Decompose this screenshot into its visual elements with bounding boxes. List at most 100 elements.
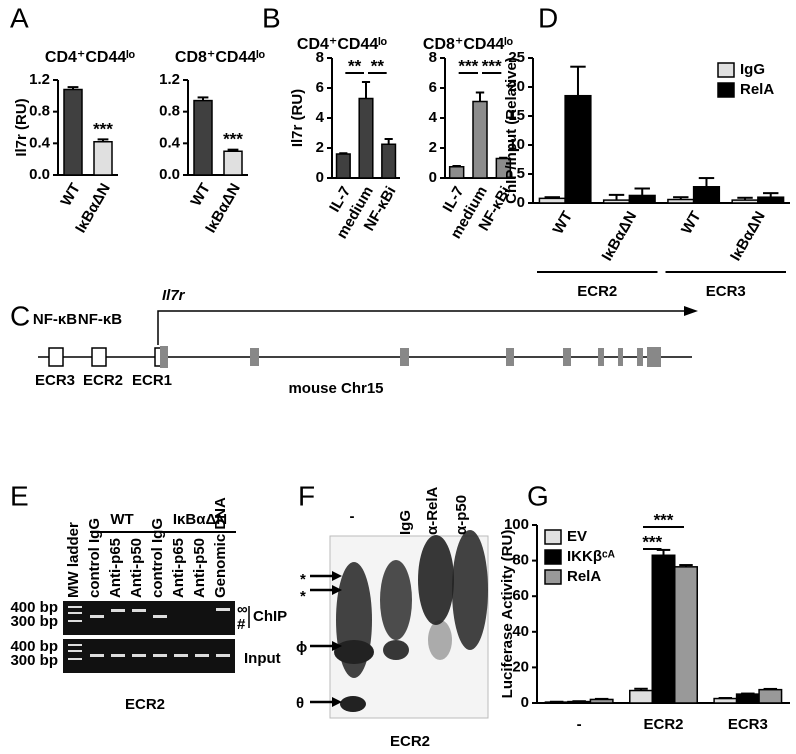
lane-label: Anti-p65 xyxy=(107,538,124,598)
error-bar xyxy=(698,177,715,187)
bar xyxy=(757,196,785,204)
error-bar xyxy=(452,165,461,167)
x-tick-label: WT xyxy=(58,180,84,209)
bar xyxy=(358,97,374,179)
legend-label: RelA xyxy=(567,568,601,585)
bar xyxy=(193,99,213,176)
y-tick-label: 2 xyxy=(429,139,437,156)
significance-label: *** xyxy=(458,56,478,75)
error-bar xyxy=(718,697,733,700)
lane-label: IgG xyxy=(397,510,414,535)
bar xyxy=(223,150,243,176)
y-tick-label: 4 xyxy=(316,109,325,126)
chart-title: CD4⁺CD44ˡᵒ xyxy=(297,36,388,53)
bar xyxy=(735,693,760,704)
chart-title: CD8⁺CD44ˡᵒ xyxy=(423,36,514,53)
y-tick-label: 6 xyxy=(429,79,437,96)
chart-title: CD8⁺CD44ˡᵒ xyxy=(175,49,266,66)
y-tick-label: 0.8 xyxy=(159,103,180,120)
panel-label: D xyxy=(538,2,558,33)
legend-swatch xyxy=(544,569,562,585)
region-label: ECR2 xyxy=(125,696,165,713)
significance-label: *** xyxy=(482,56,502,75)
error-bar xyxy=(361,81,371,99)
bar xyxy=(651,554,676,704)
group-label: ECR2 xyxy=(577,283,617,300)
element-label: ECR3 xyxy=(35,372,75,389)
y-tick-label: 0.4 xyxy=(159,134,181,151)
y-tick-label: 20 xyxy=(508,78,525,95)
group-label: WT xyxy=(110,511,133,528)
band-mark: ∞ xyxy=(237,601,248,618)
y-axis-label: ChIP/Input (Relative) xyxy=(503,57,520,204)
panel-label: C xyxy=(10,300,30,331)
lane-label: Genomic DNA xyxy=(212,497,229,598)
band-marker: ϕ xyxy=(296,639,307,656)
significance-label: ** xyxy=(371,56,385,75)
x-tick-label: IκBαΔN xyxy=(727,208,769,263)
error-bar xyxy=(741,692,755,695)
y-tick-label: 1.2 xyxy=(159,71,180,88)
y-tick-label: 0.0 xyxy=(29,166,50,183)
error-bar xyxy=(634,187,650,196)
significance-label: *** xyxy=(654,510,674,529)
gene-label: Il7r xyxy=(162,287,186,304)
x-tick-label: ECR2 xyxy=(643,716,683,733)
group-label: ECR3 xyxy=(706,283,746,300)
error-bar xyxy=(67,86,79,90)
locus-label: mouse Chr15 xyxy=(288,380,383,397)
y-tick-label: 0 xyxy=(429,169,437,186)
y-tick-label: 0 xyxy=(316,169,324,186)
y-tick-label: 100 xyxy=(504,516,529,533)
bar xyxy=(628,194,656,204)
element-label: ECR1 xyxy=(132,372,172,389)
y-tick-label: 0.4 xyxy=(29,134,51,151)
error-bar xyxy=(475,91,485,102)
lane-label: control IgG xyxy=(149,518,166,598)
legend-label: IgG xyxy=(740,61,765,78)
size-label: 400 bp xyxy=(10,638,58,655)
bar xyxy=(713,697,738,704)
legend-label: EV xyxy=(567,528,587,545)
y-tick-label: 1.2 xyxy=(29,71,50,88)
lane-label: α-p50 xyxy=(453,495,470,535)
y-tick-label: 0.0 xyxy=(159,166,180,183)
x-tick-label: IκBαΔN xyxy=(598,208,640,263)
error-bar xyxy=(384,138,393,145)
bar xyxy=(564,94,592,204)
bar xyxy=(93,141,113,176)
size-label: 300 bp xyxy=(10,652,58,669)
site-label: NF-κB xyxy=(78,311,122,328)
y-tick-label: 60 xyxy=(512,587,529,604)
bar xyxy=(758,688,783,704)
size-label: 300 bp xyxy=(10,613,58,630)
significance-label: ** xyxy=(348,56,362,75)
error-bar xyxy=(339,152,348,155)
y-tick-label: 20 xyxy=(512,658,529,675)
bar xyxy=(589,698,614,704)
significance-label: *** xyxy=(642,532,662,551)
y-tick-label: 4 xyxy=(429,109,438,126)
y-tick-label: 5 xyxy=(517,165,525,182)
error-bar xyxy=(608,193,625,201)
y-axis-label: Il7r (RU) xyxy=(289,89,306,147)
row-label: ChIP xyxy=(253,608,287,625)
error-bar xyxy=(763,192,779,198)
band-marker: * xyxy=(300,571,306,588)
bar xyxy=(673,566,698,704)
significance-label: *** xyxy=(93,119,113,138)
y-tick-label: 15 xyxy=(508,107,525,124)
y-tick-label: 80 xyxy=(512,552,529,569)
bar xyxy=(448,166,465,179)
bar xyxy=(381,143,397,179)
band-marker: * xyxy=(300,588,306,605)
x-tick-label: WT xyxy=(678,208,704,237)
error-bar xyxy=(544,196,560,199)
lane-label: MW ladder xyxy=(65,522,82,598)
bar xyxy=(335,153,351,179)
site-label: NF-κB xyxy=(33,311,77,328)
row-label: Input xyxy=(244,650,281,667)
lane-label: α-RelA xyxy=(424,486,441,535)
x-tick-label: WT xyxy=(188,180,214,209)
error-bar xyxy=(499,156,508,159)
